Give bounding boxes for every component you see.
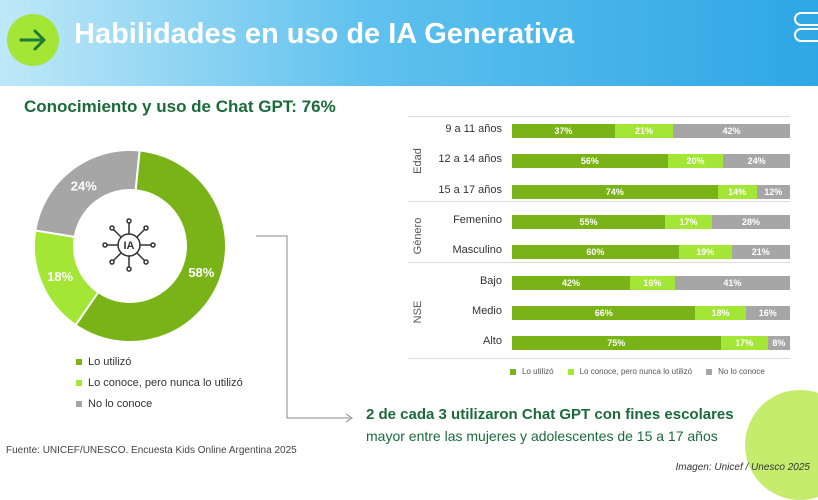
footnote-detail: mayor entre las mujeres y adolescentes d… xyxy=(366,428,718,444)
category-label: 12 a 14 años xyxy=(438,153,502,165)
stacked-bar: 37% 21% 42% xyxy=(512,124,790,138)
ia-label: IA xyxy=(124,240,135,252)
bar-segment: 24% xyxy=(723,154,790,168)
category-label: Masculino xyxy=(452,244,502,256)
bar-legend: Lo utilizó Lo conoce, pero nunca lo util… xyxy=(510,367,765,376)
bar-segment: 21% xyxy=(614,124,674,138)
legend-label: Lo conoce, pero nunca lo utilizó xyxy=(579,367,693,376)
bar-segment: 14% xyxy=(717,185,757,199)
bar-segment: 16% xyxy=(745,306,790,320)
stacked-bar: 74% 14% 12% xyxy=(512,185,790,199)
decorative-line xyxy=(794,28,818,42)
bar-segment: 66% xyxy=(512,306,696,320)
decorative-line xyxy=(794,12,818,26)
donut-chart: 58% 18% 24% xyxy=(33,149,227,343)
donut-data-label: 18% xyxy=(47,269,73,284)
stacked-bar: 66% 18% 16% xyxy=(512,306,790,320)
bar-segment: 37% xyxy=(512,124,615,138)
ai-chip-icon: IA xyxy=(102,218,156,272)
bar-segment: 42% xyxy=(673,124,790,138)
bar-segment: 21% xyxy=(731,245,790,259)
category-label: Alto xyxy=(483,335,502,347)
bar-segment: 42% xyxy=(512,276,630,290)
bar-segment: 12% xyxy=(756,185,790,199)
group-divider xyxy=(408,262,790,263)
bar-segment: 8% xyxy=(767,336,790,350)
category-label: Medio xyxy=(472,305,502,317)
legend-label: Lo utilizó xyxy=(88,355,132,368)
bar-segment: 18% xyxy=(695,306,746,320)
legend-item: Lo utilizó xyxy=(76,351,243,372)
legend-item: Lo utilizó xyxy=(510,367,554,376)
stacked-bar: 56% 20% 24% xyxy=(512,154,790,168)
legend-label: No lo conoce xyxy=(718,367,765,376)
legend-label: No lo conoce xyxy=(88,397,153,410)
arrow-right-icon xyxy=(7,14,59,66)
page-title: Habilidades en uso de IA Generativa xyxy=(74,18,575,50)
stacked-bar: 60% 19% 21% xyxy=(512,245,790,259)
image-credit: Imagen: Unicef / Unesco 2025 xyxy=(675,462,810,473)
bar-segment: 56% xyxy=(512,154,668,168)
stacked-bar: 42% 16% 41% xyxy=(512,276,790,290)
donut-legend: Lo utilizó Lo conoce, pero nunca lo util… xyxy=(76,351,243,414)
bar-segment: 19% xyxy=(678,245,732,259)
legend-item: Lo conoce, pero nunca lo utilizó xyxy=(567,367,693,376)
category-label: Femenino xyxy=(453,214,502,226)
footnote-highlight: 2 de cada 3 utilizaron Chat GPT con fine… xyxy=(366,406,734,423)
source-note: Fuente: UNICEF/UNESCO. Encuesta Kids Onl… xyxy=(6,445,297,456)
bar-segment: 41% xyxy=(674,276,790,290)
group-divider xyxy=(408,358,790,359)
legend-label: Lo conoce, pero nunca lo utilizó xyxy=(88,376,243,389)
group-divider xyxy=(408,116,790,117)
donut-data-label: 58% xyxy=(188,265,214,280)
legend-item: No lo conoce xyxy=(706,367,765,376)
bar-segment: 20% xyxy=(667,154,724,168)
legend-item: No lo conoce xyxy=(76,393,243,414)
bar-segment: 17% xyxy=(720,336,768,350)
legend-item: Lo conoce, pero nunca lo utilizó xyxy=(76,372,243,393)
donut-data-label: 24% xyxy=(71,179,97,194)
donut-title: Conocimiento y uso de Chat GPT: 76% xyxy=(24,97,336,116)
stacked-bar: 55% 17% 28% xyxy=(512,215,790,229)
bar-segment: 60% xyxy=(512,245,679,259)
category-label: 9 a 11 años xyxy=(445,123,502,135)
stacked-bar: 75% 17% 8% xyxy=(512,336,790,350)
category-label: Bajo xyxy=(479,275,502,287)
group-divider xyxy=(408,201,790,202)
category-label: 15 a 17 años xyxy=(438,184,502,196)
bar-segment: 16% xyxy=(629,276,675,290)
bar-segment: 17% xyxy=(664,215,713,229)
bar-segment: 75% xyxy=(512,336,721,350)
bar-segment: 74% xyxy=(512,185,718,199)
header-banner: Habilidades en uso de IA Generativa xyxy=(0,0,818,86)
donut-hole xyxy=(74,190,186,302)
legend-label: Lo utilizó xyxy=(522,367,554,376)
bar-segment: 55% xyxy=(512,215,665,229)
bar-segment: 28% xyxy=(712,215,790,229)
